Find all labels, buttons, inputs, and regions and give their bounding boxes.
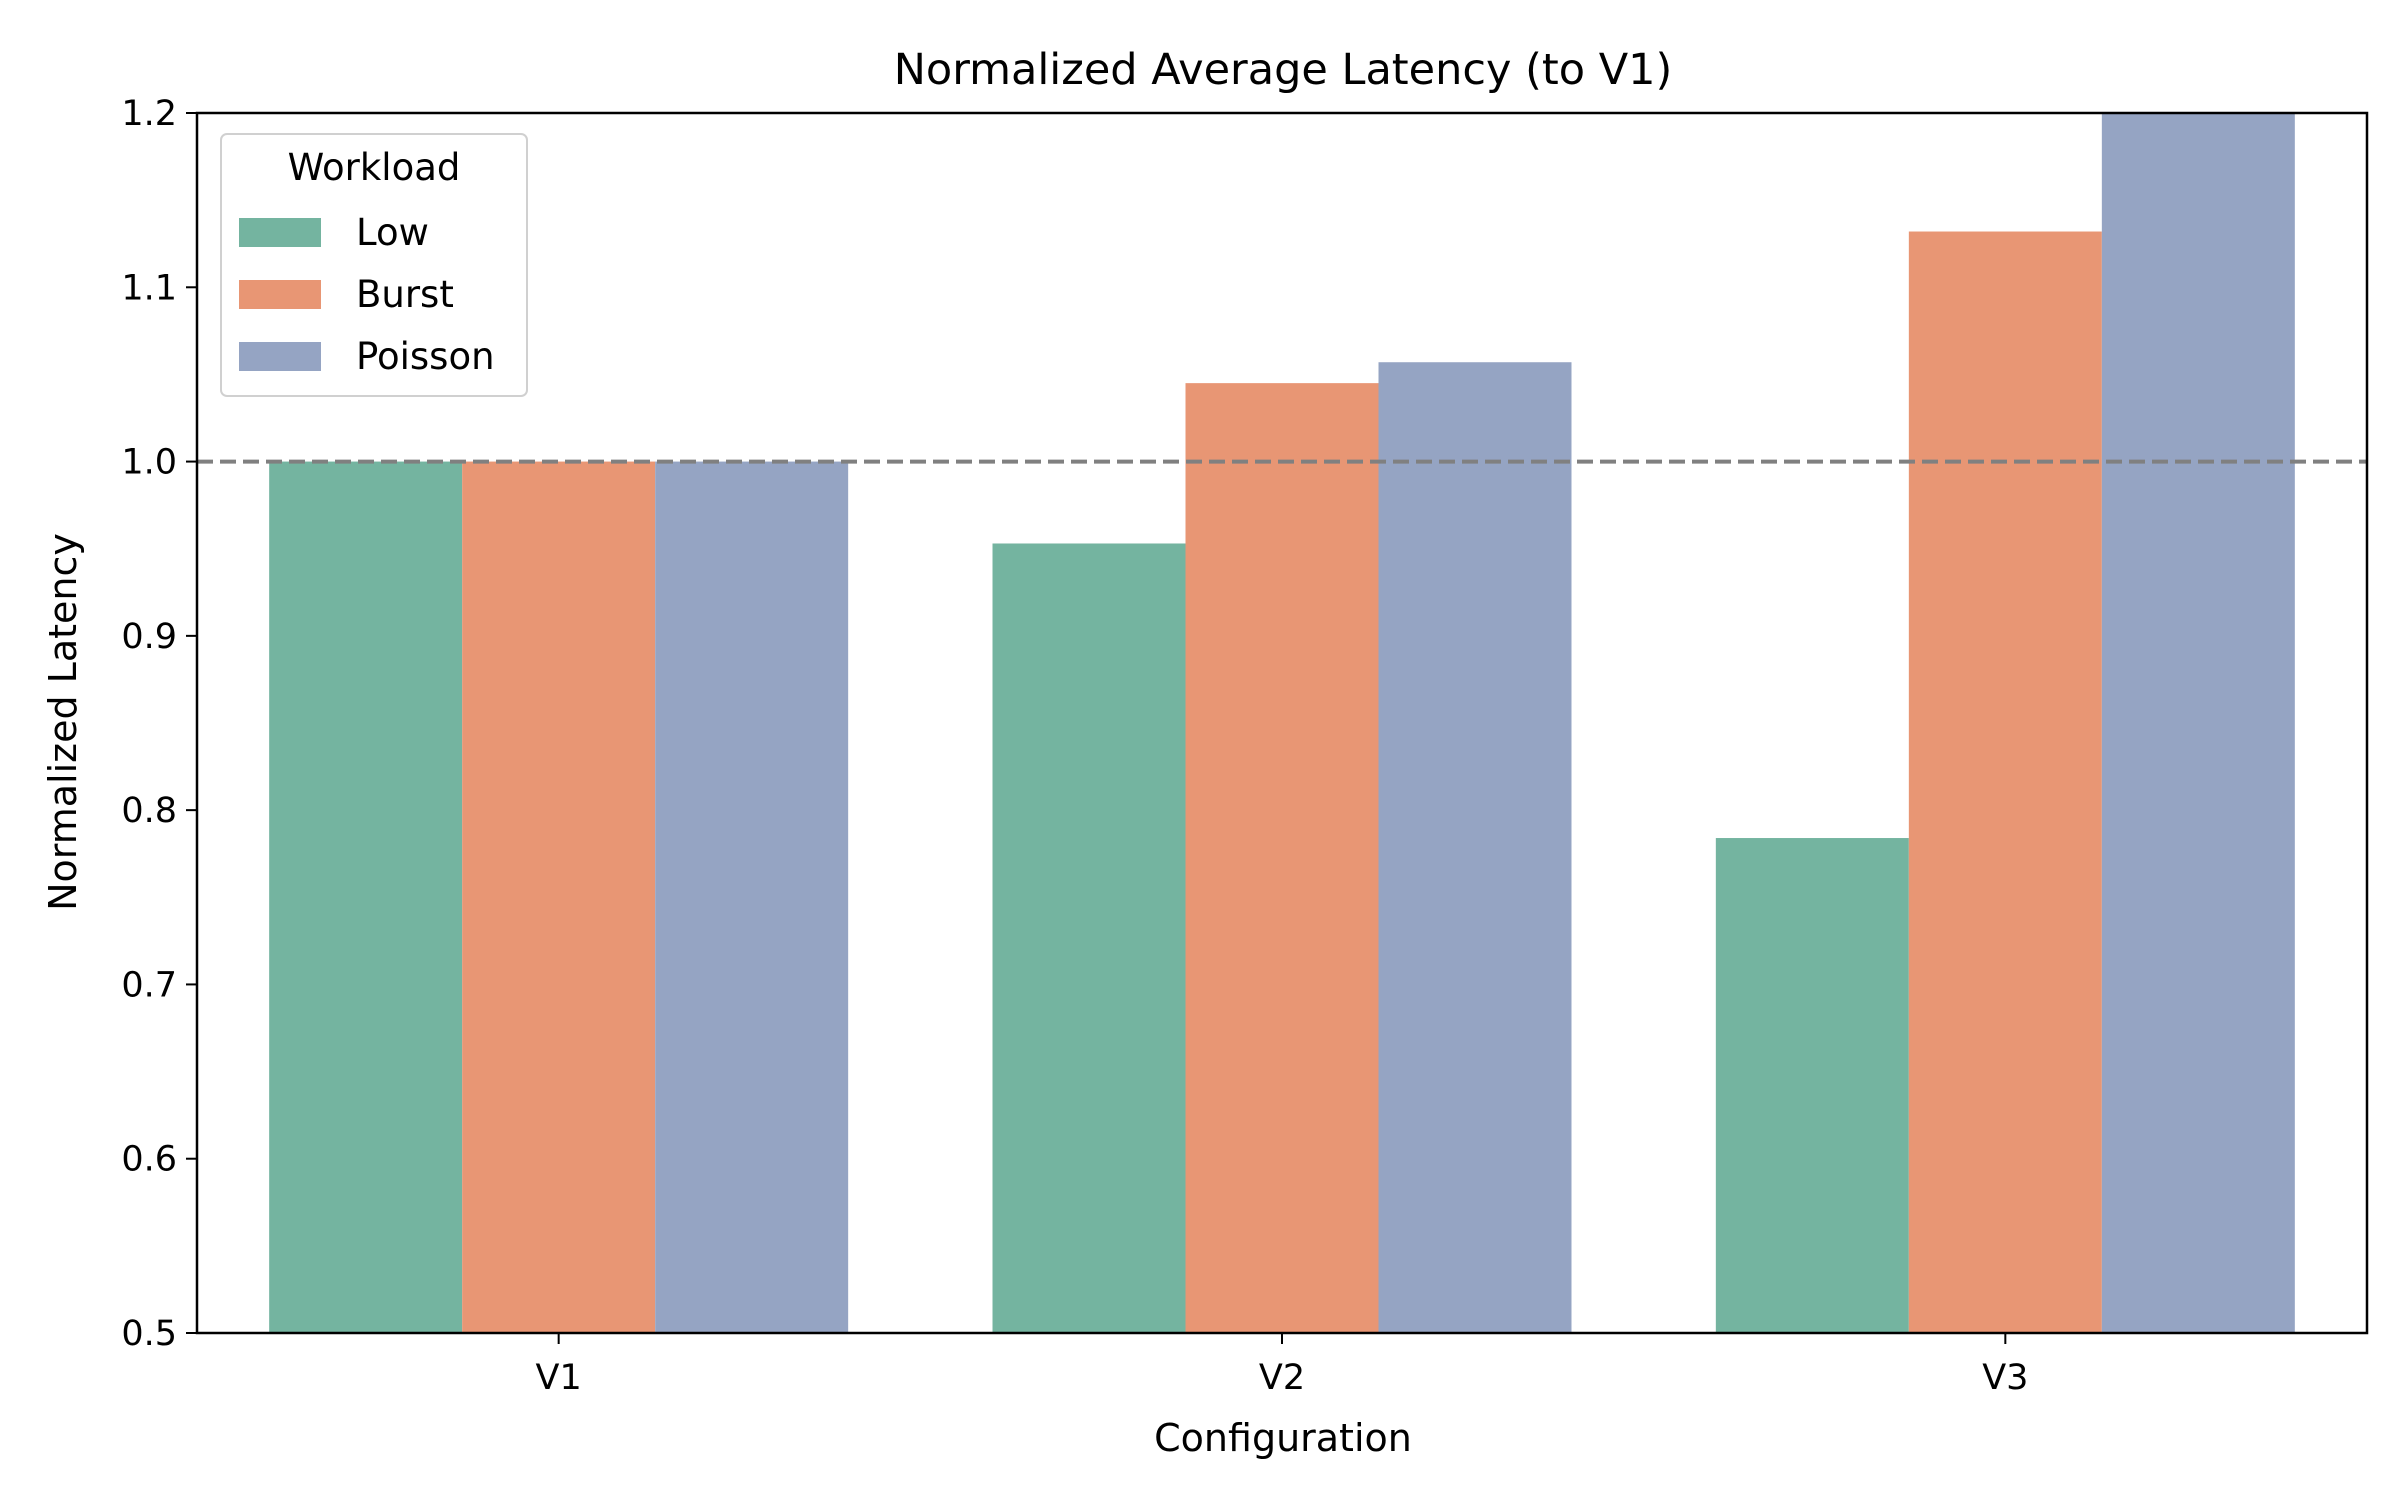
y-tick-label: 0.5 <box>121 1314 177 1354</box>
chart-title: Normalized Average Latency (to V1) <box>894 45 1673 95</box>
legend-box <box>220 133 528 397</box>
y-tick-label: 0.8 <box>121 791 177 831</box>
bar-burst-v3 <box>1908 231 2102 1333</box>
y-tick-label: 1.2 <box>121 94 177 134</box>
legend-label-burst: Burst <box>356 273 454 316</box>
bar-burst-v2 <box>1185 383 1379 1334</box>
legend-title: Workload <box>288 146 461 189</box>
y-axis-label: Normalized Latency <box>41 533 85 911</box>
bar-low-v3 <box>1715 838 1909 1333</box>
bar-low-v2 <box>992 543 1186 1333</box>
bar-poisson-v3 <box>2101 113 2295 1333</box>
bar-poisson-v1 <box>655 461 849 1334</box>
y-tick-label: 0.6 <box>121 1140 177 1180</box>
legend-swatch-low <box>239 218 321 247</box>
y-tick-label: 0.9 <box>121 617 177 657</box>
legend-label-low: Low <box>356 211 429 254</box>
x-axis-label: Configuration <box>1154 1416 1412 1460</box>
legend-swatch-burst <box>239 280 321 309</box>
y-tick-label: 0.7 <box>121 965 177 1005</box>
bar-poisson-v2 <box>1378 362 1572 1333</box>
legend-label-poisson: Poisson <box>356 335 495 378</box>
legend: Workload Low Burst Poisson <box>220 133 528 397</box>
x-tick-label: V2 <box>1259 1358 1305 1398</box>
plot-area: 0.5 0.6 0.7 0.8 0.9 1.0 1.1 1.2 V1 V2 V3 <box>121 94 2369 1398</box>
bar-burst-v1 <box>462 461 656 1334</box>
legend-swatch-poisson <box>239 342 321 371</box>
y-tick-label: 1.1 <box>121 268 177 308</box>
y-tick-label: 1.0 <box>121 443 177 483</box>
bar-low-v1 <box>269 461 463 1334</box>
x-tick-label: V1 <box>536 1358 582 1398</box>
x-tick-label: V3 <box>1982 1358 2028 1398</box>
